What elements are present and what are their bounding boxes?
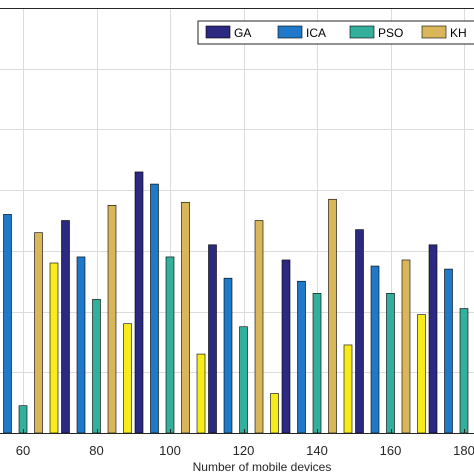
bar-kh-80 bbox=[107, 205, 117, 434]
legend-label-kh: KH bbox=[450, 26, 467, 40]
bar-kh-140 bbox=[328, 198, 337, 434]
x-tick-label-160: 160 bbox=[380, 443, 402, 458]
bar-kh-160 bbox=[401, 259, 411, 434]
x-tick-label-120: 120 bbox=[233, 443, 255, 458]
bar-ga-80 bbox=[61, 220, 70, 434]
bar-pso-120 bbox=[239, 326, 248, 434]
legend-label-ga: GA bbox=[234, 26, 251, 40]
bar-pso-80 bbox=[92, 299, 101, 434]
legend-label-pso: PSO bbox=[378, 26, 403, 40]
bar-pso-180 bbox=[459, 308, 469, 434]
x-tick-labels: 60 80 100 120 140 160 180 bbox=[16, 443, 474, 458]
bar-ga-180 bbox=[428, 244, 438, 434]
bar-series-5-120 bbox=[270, 393, 279, 434]
x-tick-label-180: 180 bbox=[453, 443, 474, 458]
legend-swatch-pso bbox=[349, 25, 375, 39]
x-axis-label: Number of mobile devices bbox=[193, 460, 332, 474]
bar-ga-140 bbox=[281, 259, 291, 434]
legend-swatch-ica bbox=[277, 25, 303, 39]
bar-ica-180 bbox=[444, 268, 453, 434]
bar-ica-120 bbox=[223, 277, 233, 434]
x-tick-label-100: 100 bbox=[159, 443, 181, 458]
bar-series-5-100 bbox=[196, 353, 206, 434]
x-tick-label-80: 80 bbox=[89, 443, 103, 458]
bars bbox=[3, 171, 469, 434]
bar-series-5-160 bbox=[417, 314, 426, 434]
bar-kh-100 bbox=[181, 201, 190, 434]
bar-ga-160 bbox=[355, 229, 364, 434]
legend-swatch-kh bbox=[421, 25, 447, 39]
bar-pso-160 bbox=[386, 293, 395, 434]
bar-series-5-140 bbox=[343, 344, 353, 434]
bar-ica-140 bbox=[297, 280, 306, 434]
legend-box bbox=[197, 20, 474, 45]
legend-label-ica: ICA bbox=[306, 26, 326, 40]
x-tick-label-60: 60 bbox=[16, 443, 30, 458]
bar-pso-100 bbox=[165, 256, 175, 434]
bar-kh-60 bbox=[34, 232, 43, 434]
x-tick-label-140: 140 bbox=[306, 443, 328, 458]
bar-kh-120 bbox=[254, 220, 264, 434]
bar-ica-60 bbox=[3, 214, 12, 434]
bar-ica-160 bbox=[370, 265, 380, 434]
bar-ica-80 bbox=[76, 256, 86, 434]
bar-pso-60 bbox=[18, 405, 28, 434]
bar-series-5-60 bbox=[49, 262, 59, 434]
legend-swatch-ga bbox=[205, 25, 231, 39]
bar-series-5-80 bbox=[123, 323, 132, 434]
bar-ga-120 bbox=[208, 244, 217, 434]
bar-ica-100 bbox=[150, 183, 159, 434]
bar-pso-140 bbox=[312, 293, 322, 434]
bar-ga-100 bbox=[134, 171, 144, 434]
legend: GA ICA PSO KH bbox=[197, 20, 474, 45]
